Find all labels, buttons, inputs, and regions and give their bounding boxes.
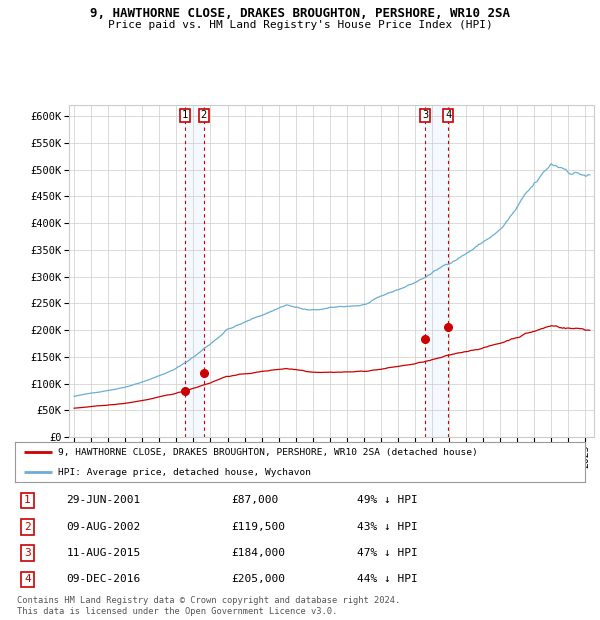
Text: 49% ↓ HPI: 49% ↓ HPI bbox=[357, 495, 418, 505]
Text: 44% ↓ HPI: 44% ↓ HPI bbox=[357, 575, 418, 585]
Text: 1: 1 bbox=[182, 110, 188, 120]
Text: £205,000: £205,000 bbox=[232, 575, 286, 585]
Text: 4: 4 bbox=[24, 575, 31, 585]
Text: HPI: Average price, detached house, Wychavon: HPI: Average price, detached house, Wych… bbox=[58, 467, 311, 477]
Bar bbox=[185, 105, 204, 437]
Text: 09-AUG-2002: 09-AUG-2002 bbox=[66, 522, 140, 532]
Text: 11-AUG-2015: 11-AUG-2015 bbox=[66, 548, 140, 558]
Text: £119,500: £119,500 bbox=[232, 522, 286, 532]
Text: £87,000: £87,000 bbox=[232, 495, 279, 505]
Text: 9, HAWTHORNE CLOSE, DRAKES BROUGHTON, PERSHORE, WR10 2SA (detached house): 9, HAWTHORNE CLOSE, DRAKES BROUGHTON, PE… bbox=[58, 448, 478, 457]
Text: 9, HAWTHORNE CLOSE, DRAKES BROUGHTON, PERSHORE, WR10 2SA: 9, HAWTHORNE CLOSE, DRAKES BROUGHTON, PE… bbox=[90, 7, 510, 20]
Text: 3: 3 bbox=[422, 110, 428, 120]
Bar bbox=[425, 105, 448, 437]
Text: 47% ↓ HPI: 47% ↓ HPI bbox=[357, 548, 418, 558]
Text: £184,000: £184,000 bbox=[232, 548, 286, 558]
Text: 43% ↓ HPI: 43% ↓ HPI bbox=[357, 522, 418, 532]
Text: 1: 1 bbox=[24, 495, 31, 505]
Text: 2: 2 bbox=[24, 522, 31, 532]
Text: 3: 3 bbox=[24, 548, 31, 558]
Text: 29-JUN-2001: 29-JUN-2001 bbox=[66, 495, 140, 505]
Text: 09-DEC-2016: 09-DEC-2016 bbox=[66, 575, 140, 585]
Text: 2: 2 bbox=[200, 110, 207, 120]
Text: Price paid vs. HM Land Registry's House Price Index (HPI): Price paid vs. HM Land Registry's House … bbox=[107, 20, 493, 30]
Text: Contains HM Land Registry data © Crown copyright and database right 2024.
This d: Contains HM Land Registry data © Crown c… bbox=[17, 596, 400, 616]
Text: 4: 4 bbox=[445, 110, 451, 120]
